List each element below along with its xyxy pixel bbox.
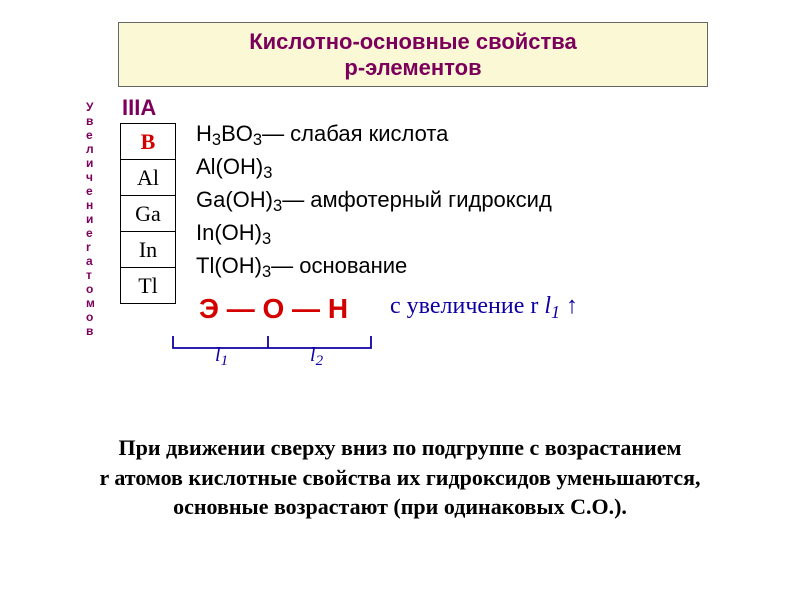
conclusion: При движении сверху вниз по подгруппе с … (45, 433, 755, 522)
compound-list: H3BO3 — слабая кислотаAl(OH)3Ga(OH)3 — а… (196, 117, 552, 282)
vertical-char: е (86, 226, 95, 240)
group-label: IIIA (122, 95, 156, 121)
vertical-char: о (86, 310, 95, 324)
vertical-char: н (86, 198, 95, 212)
header-title-line1: Кислотно-основные свойства (249, 29, 577, 55)
element-cell: B (121, 124, 176, 160)
l2-var: l (310, 344, 316, 366)
vertical-char: в (86, 114, 95, 128)
element-cell: Tl (121, 268, 176, 304)
compound-line: Ga(OH)3 — амфотерный гидроксид (196, 183, 552, 216)
l1-label: l1 (215, 344, 228, 367)
vertical-char: е (86, 184, 95, 198)
compound-formula: Al(OH)3 (196, 150, 272, 183)
compound-formula: Tl(OH)3 (196, 249, 271, 282)
compound-formula: In(OH)3 (196, 216, 271, 249)
header-box: Кислотно-основные свойства р-элементов (118, 22, 708, 87)
compound-line: In(OH)3 (196, 216, 552, 249)
vertical-char: а (86, 254, 95, 268)
conclusion-line2: r атомов кислотные свойства их гидроксид… (45, 463, 755, 493)
compound-line: Al(OH)3 (196, 150, 552, 183)
l-bracket (172, 334, 372, 354)
conclusion-line3: основные возрастают (при одинаковых С.О.… (45, 492, 755, 522)
compound-formula: Ga(OH)3 (196, 183, 282, 216)
vertical-char: т (86, 268, 95, 282)
vertical-char: л (86, 142, 95, 156)
header-fill: Кислотно-основные свойства р-элементов (119, 23, 707, 86)
vertical-char: и (86, 156, 95, 170)
note-arrow: ↑ (560, 293, 578, 319)
compound-desc: — слабая кислота (262, 117, 448, 150)
l1-sub: 1 (221, 353, 229, 369)
compound-formula: H3BO3 (196, 117, 262, 150)
element-cell: Al (121, 160, 176, 196)
element-cell: In (121, 232, 176, 268)
vertical-char: в (86, 324, 95, 338)
note-prefix: с увеличение r (390, 293, 544, 319)
vertical-char: м (86, 296, 95, 310)
compound-line: Tl(OH)3 — основание (196, 249, 552, 282)
vertical-char: о (86, 282, 95, 296)
vertical-char: и (86, 212, 95, 226)
vertical-char: r (86, 240, 95, 254)
l1-var: l (215, 344, 221, 366)
l2-sub: 2 (316, 353, 324, 369)
note-sub: 1 (551, 302, 560, 322)
vertical-label: Увеличениеrатомов (86, 100, 95, 338)
header-title-line2: р-элементов (344, 55, 481, 81)
eon-text: Э — О — Н (199, 293, 348, 325)
conclusion-line1: При движении сверху вниз по подгруппе с … (45, 433, 755, 463)
note-text: с увеличение r l1 ↑ (390, 293, 578, 320)
vertical-char: е (86, 128, 95, 142)
element-table: BAlGaInTl (120, 123, 176, 304)
element-cell: Ga (121, 196, 176, 232)
compound-desc: — основание (271, 249, 407, 282)
compound-desc: — амфотерный гидроксид (282, 183, 552, 216)
l2-label: l2 (310, 344, 323, 367)
compound-line: H3BO3 — слабая кислота (196, 117, 552, 150)
vertical-char: ч (86, 170, 95, 184)
vertical-char: У (86, 100, 95, 114)
